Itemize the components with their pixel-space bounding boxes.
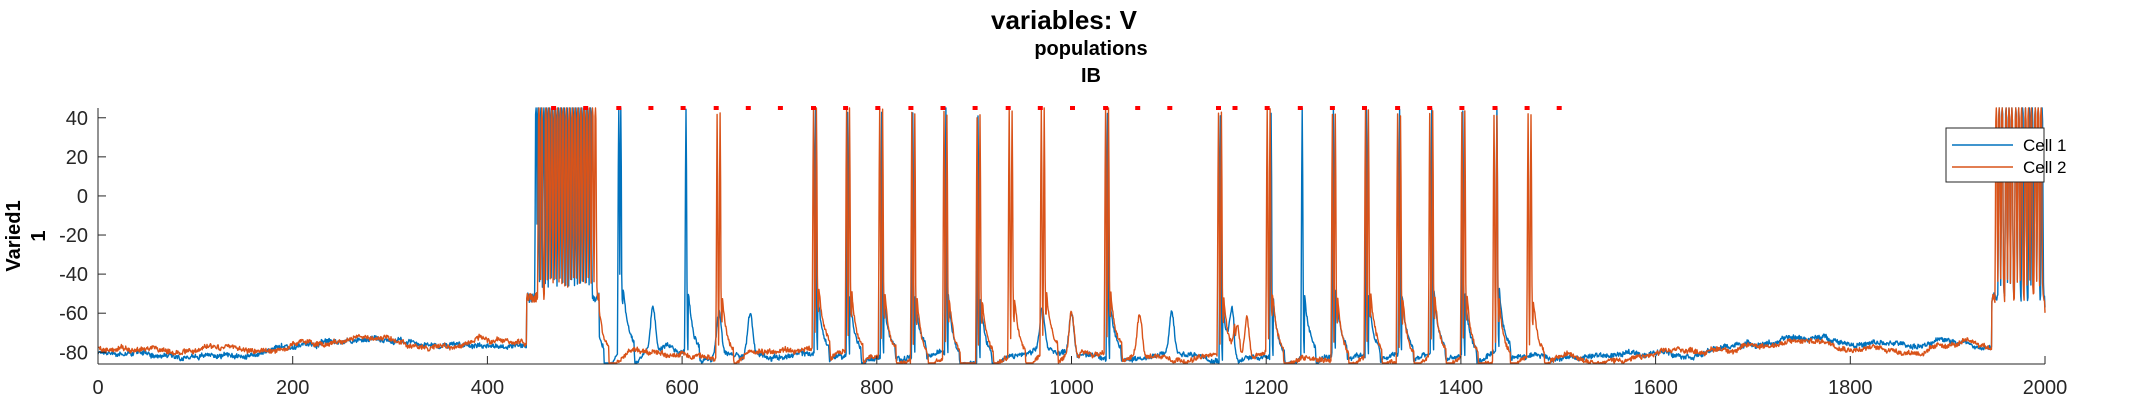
spike-marker: [972, 106, 978, 110]
chart-title: variables: V: [991, 5, 1138, 35]
spike-marker: [1037, 106, 1043, 110]
spike-marker: [1395, 106, 1401, 110]
x-tick-label: 1200: [1244, 377, 1289, 399]
spike-markers-layer: [551, 106, 1562, 110]
spike-marker: [843, 106, 849, 110]
y-tick-label: -20: [59, 225, 88, 247]
spike-marker: [940, 106, 946, 110]
axes-layer: 0 200 400 600 800 1000 1200 1400 1600 1800 2000-80…: [59, 108, 2067, 399]
y-axis-sublabel: 1: [28, 230, 50, 241]
y-axis-label: Varied1: [3, 200, 25, 271]
spike-marker: [680, 106, 686, 110]
spike-marker: [1264, 106, 1270, 110]
spike-marker: [1362, 106, 1367, 110]
x-tick-label: 0: [92, 377, 103, 399]
spike-marker: [1005, 106, 1011, 110]
x-tick-label: 400: [471, 377, 504, 399]
spike-marker: [1167, 106, 1173, 110]
spike-marker: [1556, 106, 1562, 110]
spike-marker: [908, 106, 914, 110]
spike-marker: [1232, 106, 1238, 110]
spike-marker: [616, 106, 622, 110]
population-label: IB: [1081, 65, 1101, 87]
spike-marker: [1297, 106, 1303, 110]
x-tick-label: 1400: [1439, 377, 1484, 399]
x-tick-label: 2000: [2023, 377, 2068, 399]
spike-marker: [1135, 106, 1141, 110]
spike-marker: [648, 106, 654, 110]
spike-marker: [551, 106, 557, 110]
legend: Cell 1 Cell 2: [1945, 127, 2066, 183]
spike-marker: [583, 106, 589, 110]
spike-marker: [1459, 106, 1465, 110]
chart-subtitle: populations: [1034, 38, 1147, 60]
y-tick-label: -60: [59, 303, 88, 325]
y-tick-label: 20: [66, 147, 88, 169]
spike-marker: [1427, 106, 1433, 110]
y-tick-label: 0: [77, 186, 88, 208]
spike-marker: [1492, 106, 1498, 110]
legend-box: [1945, 127, 2045, 183]
x-tick-label: 200: [276, 377, 309, 399]
y-tick-label: -80: [59, 342, 88, 364]
x-tick-label: 1600: [1633, 377, 1678, 399]
x-tick-label: 1000: [1049, 377, 1094, 399]
trace-cell-2: [97, 107, 2046, 364]
spike-marker: [1103, 106, 1109, 110]
spike-marker: [875, 106, 881, 110]
x-tick-label: 1800: [1828, 377, 1873, 399]
traces-layer: [97, 107, 2046, 364]
spike-marker: [713, 106, 719, 110]
legend-label-cell-2: Cell 2: [2023, 158, 2066, 177]
spike-marker: [1329, 106, 1335, 110]
spike-marker: [811, 106, 816, 110]
x-tick-label: 800: [860, 377, 893, 399]
legend-label-cell-1: Cell 1: [2023, 136, 2066, 155]
spike-marker: [1216, 106, 1221, 110]
plot-area: [98, 108, 2045, 364]
y-tick-label: -40: [59, 264, 88, 286]
spike-marker: [1070, 106, 1075, 110]
x-tick-label: 600: [665, 377, 698, 399]
y-tick-label: 40: [66, 108, 88, 130]
spike-marker: [1524, 106, 1530, 110]
spike-marker: [745, 106, 751, 110]
spike-marker: [777, 106, 783, 110]
